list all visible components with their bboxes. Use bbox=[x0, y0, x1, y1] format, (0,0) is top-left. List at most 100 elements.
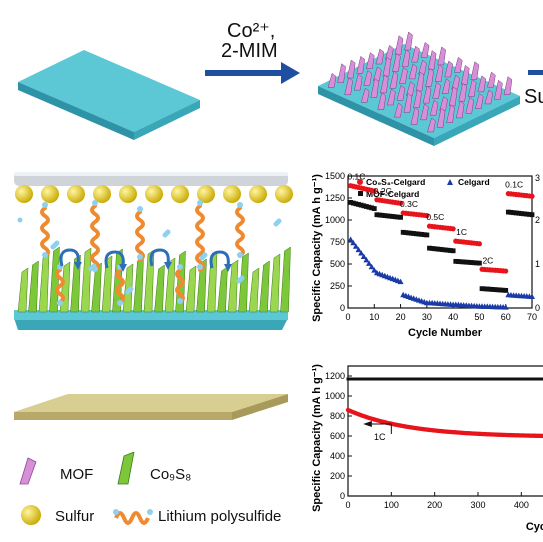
rate-point-mof bbox=[361, 203, 367, 209]
rate-point-mof bbox=[348, 200, 354, 205]
co9s8-sheet bbox=[238, 252, 249, 313]
mof-sheet bbox=[455, 100, 465, 119]
cycle-point-efficiency bbox=[428, 377, 432, 381]
cycle-point-efficiency bbox=[537, 377, 541, 381]
cycle-point-efficiency bbox=[457, 377, 460, 381]
rate-point-mof bbox=[364, 204, 369, 209]
rate-legend-celgard: Celgard bbox=[458, 177, 490, 187]
cycle-point-efficiency bbox=[374, 377, 378, 381]
rate-y-tick: 0 bbox=[340, 303, 345, 313]
rate-x-tick: 70 bbox=[527, 312, 537, 322]
cycle-point-efficiency bbox=[363, 377, 367, 381]
rate-point-mof bbox=[456, 259, 461, 264]
cycle-point-efficiency bbox=[515, 377, 519, 381]
mof-sheet bbox=[436, 107, 446, 128]
cycle-point-efficiency bbox=[506, 377, 510, 381]
mof-sheet bbox=[420, 103, 429, 121]
rate-point-mof bbox=[374, 212, 380, 218]
sulfur-particle bbox=[145, 185, 163, 203]
rate-point-mof bbox=[403, 230, 409, 236]
legend-mof-label: MOF bbox=[60, 466, 94, 483]
mof-sheet bbox=[365, 52, 375, 69]
rate-point-mof bbox=[511, 210, 516, 216]
sulfur-particle bbox=[119, 185, 137, 203]
second-arrow bbox=[528, 70, 543, 75]
cycle-point-efficiency bbox=[366, 377, 369, 381]
mof-sheet bbox=[377, 92, 387, 110]
rate-point-celgard bbox=[502, 304, 509, 310]
arrow-label-line2: 2-MIM bbox=[221, 40, 278, 62]
mof-sheet bbox=[353, 73, 363, 91]
cycle-point-efficiency bbox=[498, 377, 502, 381]
sulfur-particle bbox=[93, 185, 111, 203]
cycle-point-efficiency bbox=[422, 377, 426, 381]
mof-sheet bbox=[387, 88, 396, 106]
legend-polysulfide-label: Lithium polysulfide bbox=[158, 508, 282, 525]
cycle-point-efficiency bbox=[385, 377, 389, 381]
co9s8-sheet bbox=[28, 260, 39, 313]
rate-point-mof bbox=[484, 286, 490, 292]
cycle-point-efficiency bbox=[441, 377, 445, 381]
rate-point-mof bbox=[458, 259, 464, 265]
co9s8-sheet bbox=[217, 266, 228, 313]
legend-mof-icon bbox=[19, 457, 37, 485]
cycle-point-efficiency bbox=[446, 377, 450, 381]
co9s8-sheet bbox=[280, 246, 291, 313]
cycle-point-efficiency bbox=[513, 377, 517, 381]
rate-point-mof bbox=[434, 246, 440, 252]
top-row-illustration bbox=[18, 31, 543, 146]
rate-point-co9s8 bbox=[450, 226, 456, 232]
mof-sheet bbox=[465, 96, 474, 114]
rate-point-mof bbox=[408, 230, 414, 236]
cycle-point-efficiency bbox=[496, 377, 499, 381]
blocking-arrow bbox=[59, 248, 80, 267]
cycle-point-efficiency bbox=[489, 377, 493, 381]
rate-y-tick: 1000 bbox=[325, 215, 345, 225]
rate-point-celgard bbox=[529, 293, 535, 300]
cycle-point-efficiency bbox=[376, 377, 380, 381]
cycle-point-efficiency bbox=[541, 377, 543, 381]
mof-sheet bbox=[394, 35, 404, 55]
rate-point-mof bbox=[366, 204, 372, 210]
co9s8-sheet bbox=[259, 260, 270, 313]
rate-point-celgard bbox=[397, 278, 404, 285]
rate-point-mof bbox=[474, 260, 480, 266]
cycle-point-efficiency bbox=[357, 377, 361, 381]
rate-point-mof bbox=[461, 259, 467, 265]
mof-sheet bbox=[458, 82, 467, 102]
mof-sheet bbox=[396, 84, 406, 101]
mof-sheet bbox=[422, 85, 432, 104]
mof-sheet bbox=[429, 99, 439, 116]
rate-point-co9s8 bbox=[503, 268, 509, 274]
mof-sheet bbox=[401, 49, 411, 68]
rate-point-mof bbox=[429, 246, 435, 251]
cycle-point-efficiency bbox=[435, 377, 439, 381]
rate-point-mof bbox=[498, 287, 503, 293]
rate-point-celgard bbox=[360, 253, 367, 259]
cycle-y-tick: 1200 bbox=[325, 371, 345, 381]
rate-legend-co9s8: Co₉S₈-Celgard bbox=[366, 177, 425, 187]
rate-point-mof bbox=[395, 214, 401, 220]
cycle-point-efficiency bbox=[502, 377, 506, 381]
rate-point-mof bbox=[519, 211, 524, 216]
rate-label: 0.3C bbox=[400, 199, 418, 209]
cycle-point-efficiency bbox=[381, 377, 385, 381]
mof-sheet bbox=[474, 93, 484, 109]
cycle-point-efficiency bbox=[448, 377, 452, 381]
blocking-arrow bbox=[149, 248, 170, 267]
mof-sheet bbox=[415, 71, 425, 92]
cycle-point-efficiency bbox=[500, 377, 504, 381]
rate-point-mof bbox=[529, 212, 535, 218]
rate-point-mof bbox=[421, 232, 427, 238]
sulfur-particle bbox=[41, 185, 59, 203]
co9s8-sheet bbox=[38, 253, 50, 313]
rate-label: 0.1C bbox=[505, 180, 523, 190]
mof-sheet bbox=[375, 48, 385, 65]
rate-point-co9s8 bbox=[529, 193, 535, 199]
cycle-x-tick: 0 bbox=[345, 500, 350, 510]
rate-point-celgard bbox=[363, 256, 370, 263]
mof-sheet bbox=[370, 78, 380, 98]
sulfur-particle bbox=[15, 185, 33, 203]
rate-point-mof bbox=[398, 214, 403, 220]
cycle-point-efficiency bbox=[480, 377, 484, 381]
